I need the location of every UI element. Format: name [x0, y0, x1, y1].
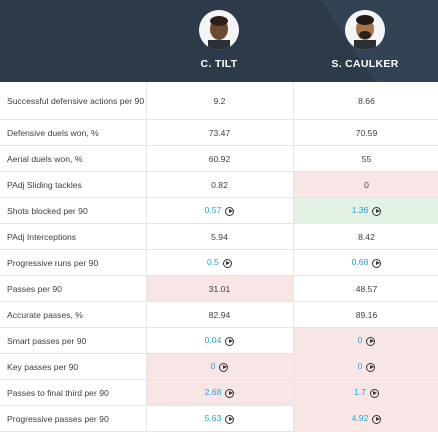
stat-row: PAdj Interceptions 5.94 8.42: [0, 223, 438, 250]
stat-label: Progressive passes per 90: [0, 405, 147, 432]
stat-value-player-2: 55: [293, 145, 438, 172]
stat-value-player-2[interactable]: 1.7: [293, 379, 438, 406]
stat-value: 70.59: [355, 127, 378, 138]
stat-value[interactable]: 1.7: [354, 387, 366, 398]
stat-label: Passes to final third per 90: [0, 379, 147, 406]
stat-label: PAdj Sliding tackles: [0, 171, 147, 198]
stat-row: Key passes per 90 0 0: [0, 353, 438, 380]
comparison-header: C. TILT S. CAULKER: [0, 0, 438, 82]
play-circle-icon[interactable]: [372, 206, 382, 216]
play-circle-icon[interactable]: [366, 336, 376, 346]
stat-label: Shots blocked per 90: [0, 197, 147, 224]
player-avatar: [345, 10, 385, 50]
stat-label: Successful defensive actions per 90: [0, 82, 147, 120]
stat-value-player-1: 9.2: [146, 82, 294, 120]
stat-value-player-1[interactable]: 0: [146, 353, 294, 380]
stat-value-player-1: 31.01: [146, 275, 294, 302]
play-circle-icon[interactable]: [366, 362, 376, 372]
stat-value-player-2: 0: [293, 171, 438, 198]
stat-value: 9.2: [213, 95, 226, 106]
stat-label: Progressive runs per 90: [0, 249, 147, 276]
stat-value-player-2: 8.42: [293, 223, 438, 250]
stat-value-player-1: 60.92: [146, 145, 294, 172]
stat-label: Passes per 90: [0, 275, 147, 302]
stat-value[interactable]: 0: [210, 361, 216, 372]
stat-value-player-2: 70.59: [293, 119, 438, 146]
stat-value-player-1: 0.82: [146, 171, 294, 198]
stat-value-player-2[interactable]: 4.92: [293, 405, 438, 432]
play-circle-icon[interactable]: [225, 336, 235, 346]
stat-value: 82.94: [208, 309, 231, 320]
play-circle-icon[interactable]: [222, 258, 232, 268]
stat-value-player-1[interactable]: 0.57: [146, 197, 294, 224]
stat-value-player-1[interactable]: 2.68: [146, 379, 294, 406]
play-circle-icon[interactable]: [372, 258, 382, 268]
stat-row: Aerial duels won, % 60.92 55: [0, 145, 438, 172]
stat-value-player-1: 73.47: [146, 119, 294, 146]
stat-value-player-1: 82.94: [146, 301, 294, 328]
stat-value-player-2: 8.66: [293, 82, 438, 120]
stat-label: Accurate passes, %: [0, 301, 147, 328]
stat-value: 55: [361, 153, 372, 164]
stat-row: Accurate passes, % 82.94 89.16: [0, 301, 438, 328]
stat-value[interactable]: 0.04: [204, 335, 222, 346]
player-name: S. CAULKER: [331, 58, 399, 70]
stat-value[interactable]: 1.36: [351, 205, 369, 216]
player-column-header-1: C. TILT: [146, 0, 292, 82]
stat-value: 60.92: [208, 153, 231, 164]
stat-value: 0: [364, 179, 369, 190]
stat-value-player-2: 89.16: [293, 301, 438, 328]
player-avatar: [199, 10, 239, 50]
stat-value[interactable]: 0.68: [351, 257, 369, 268]
stat-value[interactable]: 4.92: [351, 413, 369, 424]
player-column-header-2: S. CAULKER: [292, 0, 438, 82]
stat-value: 31.01: [208, 283, 231, 294]
stat-value-player-2: 48.57: [293, 275, 438, 302]
stat-label: Smart passes per 90: [0, 327, 147, 354]
stat-value-player-1[interactable]: 5.63: [146, 405, 294, 432]
stat-label: Aerial duels won, %: [0, 145, 147, 172]
play-circle-icon[interactable]: [225, 206, 235, 216]
play-circle-icon[interactable]: [369, 388, 379, 398]
stat-value-player-1: 5.94: [146, 223, 294, 250]
stat-value: 5.94: [211, 231, 228, 242]
stat-value: 8.42: [358, 231, 375, 242]
player-name: C. TILT: [200, 58, 238, 70]
stat-value: 89.16: [355, 309, 378, 320]
stat-row: Progressive runs per 90 0.5 0.68: [0, 249, 438, 276]
stat-value-player-2[interactable]: 1.36: [293, 197, 438, 224]
stat-row: Progressive passes per 90 5.63 4.92: [0, 405, 438, 432]
stats-table: Successful defensive actions per 90 9.2 8.…: [0, 82, 438, 432]
stat-value[interactable]: 0: [357, 335, 363, 346]
stat-row: PAdj Sliding tackles 0.82 0: [0, 171, 438, 198]
stat-row: Shots blocked per 90 0.57 1.36: [0, 197, 438, 224]
stat-value[interactable]: 0.57: [204, 205, 222, 216]
stat-label: Defensive duels won, %: [0, 119, 147, 146]
stat-value[interactable]: 0: [357, 361, 363, 372]
stat-row: Smart passes per 90 0.04 0: [0, 327, 438, 354]
stat-value-player-1[interactable]: 0.04: [146, 327, 294, 354]
stat-value: 8.66: [358, 95, 375, 106]
stat-value-player-2[interactable]: 0: [293, 353, 438, 380]
play-circle-icon[interactable]: [219, 362, 229, 372]
stat-value: 48.57: [355, 283, 378, 294]
stat-row: Successful defensive actions per 90 9.2 8.…: [0, 82, 438, 120]
play-circle-icon[interactable]: [225, 414, 235, 424]
play-circle-icon[interactable]: [372, 414, 382, 424]
stat-row: Passes per 90 31.01 48.57: [0, 275, 438, 302]
stat-label: PAdj Interceptions: [0, 223, 147, 250]
stat-label: Key passes per 90: [0, 353, 147, 380]
stat-value[interactable]: 2.68: [204, 387, 222, 398]
stat-value: 0.82: [211, 179, 228, 190]
stat-value[interactable]: 5.63: [204, 413, 222, 424]
stat-value-player-2[interactable]: 0: [293, 327, 438, 354]
stat-value-player-1[interactable]: 0.5: [146, 249, 294, 276]
stat-value[interactable]: 0.5: [207, 257, 219, 268]
stat-value-player-2[interactable]: 0.68: [293, 249, 438, 276]
stat-row: Passes to final third per 90 2.68 1.7: [0, 379, 438, 406]
stat-value: 73.47: [208, 127, 231, 138]
play-circle-icon[interactable]: [225, 388, 235, 398]
stat-row: Defensive duels won, % 73.47 70.59: [0, 119, 438, 146]
